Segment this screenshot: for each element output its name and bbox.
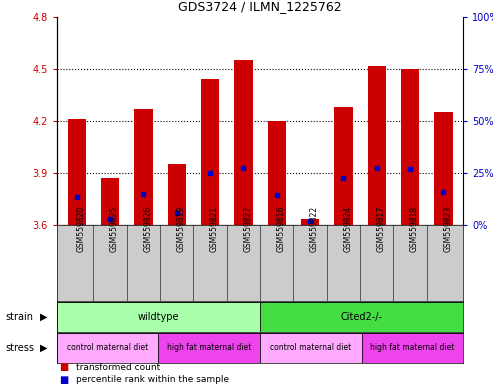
Text: GSM559820: GSM559820: [77, 205, 86, 252]
Text: GSM559819: GSM559819: [176, 205, 186, 252]
Bar: [362, 333, 463, 363]
Bar: [234, 61, 252, 225]
Text: high fat maternal diet: high fat maternal diet: [370, 343, 455, 353]
Bar: [57, 302, 260, 332]
Text: strain: strain: [5, 312, 33, 322]
Text: transformed count: transformed count: [76, 363, 161, 372]
Text: ▶: ▶: [40, 312, 48, 322]
Text: GSM559616: GSM559616: [277, 205, 286, 252]
Bar: [260, 333, 362, 363]
Bar: [57, 333, 158, 363]
Text: GSM559827: GSM559827: [244, 205, 252, 252]
Text: GSM559825: GSM559825: [110, 205, 119, 252]
Text: ■: ■: [59, 375, 69, 384]
Text: control maternal diet: control maternal diet: [270, 343, 352, 353]
Bar: [401, 69, 419, 225]
Bar: [434, 113, 453, 225]
Bar: [101, 178, 119, 225]
Text: GSM559826: GSM559826: [143, 205, 152, 252]
Text: GSM559824: GSM559824: [344, 205, 352, 252]
Bar: [268, 121, 286, 225]
Text: GSM559817: GSM559817: [377, 205, 386, 252]
Bar: [168, 164, 186, 225]
Bar: [301, 220, 319, 225]
Bar: [201, 79, 219, 225]
Text: GSM559822: GSM559822: [310, 205, 319, 252]
Bar: [134, 109, 152, 225]
Text: stress: stress: [5, 343, 34, 353]
Text: GSM559818: GSM559818: [410, 205, 419, 252]
Title: GDS3724 / ILMN_1225762: GDS3724 / ILMN_1225762: [178, 0, 342, 13]
Text: ▶: ▶: [40, 343, 48, 353]
Text: high fat maternal diet: high fat maternal diet: [167, 343, 251, 353]
Text: GSM559821: GSM559821: [210, 205, 219, 252]
Text: wildtype: wildtype: [138, 312, 179, 322]
Bar: [260, 302, 463, 332]
Text: GSM559823: GSM559823: [443, 205, 453, 252]
Text: percentile rank within the sample: percentile rank within the sample: [76, 375, 230, 384]
Text: control maternal diet: control maternal diet: [67, 343, 148, 353]
Text: Cited2-/-: Cited2-/-: [341, 312, 383, 322]
Text: ■: ■: [59, 362, 69, 372]
Bar: [68, 119, 86, 225]
Bar: [334, 107, 352, 225]
Bar: [158, 333, 260, 363]
Bar: [368, 66, 386, 225]
